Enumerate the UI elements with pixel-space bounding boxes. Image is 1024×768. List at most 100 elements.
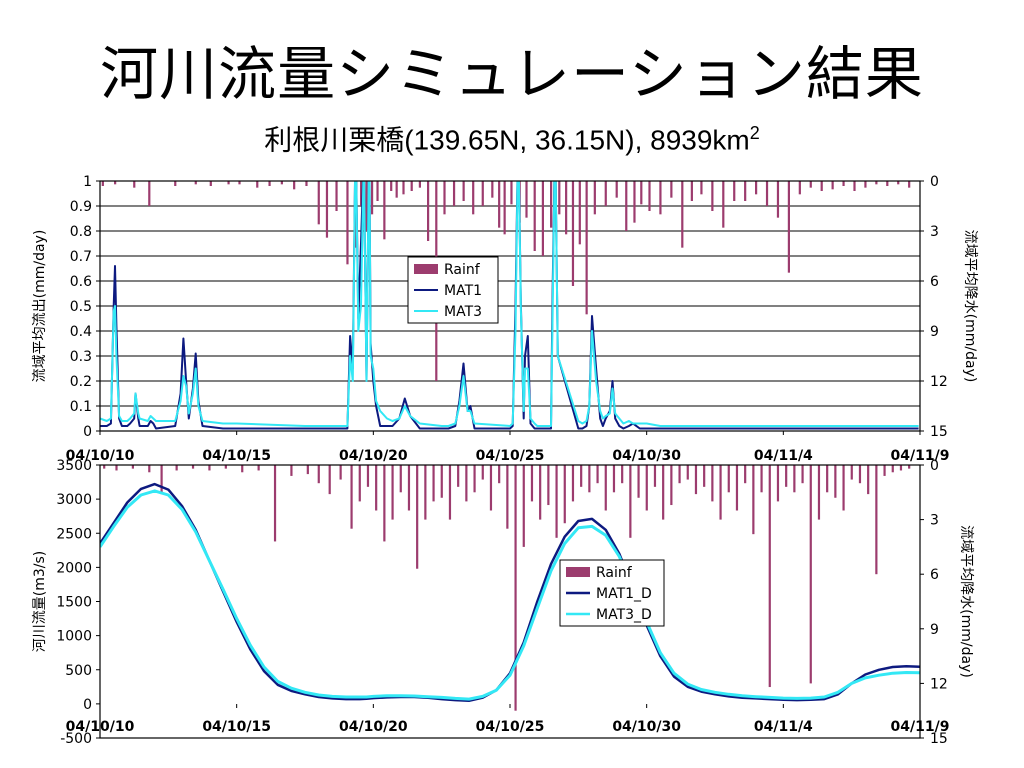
rainf-bar bbox=[317, 465, 320, 484]
rainf-bar bbox=[339, 465, 342, 480]
rainf-bar bbox=[801, 465, 804, 484]
rainf-bar bbox=[640, 181, 643, 205]
rainf-bar bbox=[131, 465, 134, 469]
legend-label: Rainf bbox=[444, 262, 481, 278]
rainf-bar bbox=[530, 465, 534, 502]
rainf-bar bbox=[550, 181, 553, 228]
rainf-bar bbox=[615, 181, 618, 198]
rainf-bar bbox=[317, 181, 320, 225]
rainf-bar bbox=[257, 465, 260, 471]
rainf-bar bbox=[908, 465, 911, 469]
rainf-bar bbox=[358, 465, 361, 502]
rainf-bar bbox=[306, 465, 309, 475]
y-tick-label: 0.7 bbox=[70, 249, 92, 265]
rainf-bar bbox=[711, 181, 714, 211]
x-tick-label: 04/10/25 bbox=[476, 719, 545, 735]
rainf-bar bbox=[160, 465, 163, 495]
rainf-bar bbox=[809, 181, 812, 188]
x-tick-label: 04/10/15 bbox=[202, 719, 271, 735]
y-tick-label: 1000 bbox=[56, 629, 92, 645]
rainf-bar bbox=[365, 181, 368, 231]
rainf-bar bbox=[541, 181, 544, 256]
rainf-bar bbox=[690, 181, 693, 201]
legend: Rainf MAT1_D MAT3_D bbox=[559, 559, 665, 627]
rainf-bar bbox=[558, 181, 561, 215]
y-tick-label: 1 bbox=[83, 174, 92, 190]
rainf-bar bbox=[760, 465, 763, 493]
rainf-bar bbox=[787, 181, 790, 273]
rainf-bar bbox=[498, 181, 501, 228]
rainf-bar bbox=[350, 465, 353, 529]
legend-label: MAT1_D bbox=[596, 586, 652, 602]
rainf-bar bbox=[473, 465, 476, 493]
rainf-bar bbox=[208, 465, 211, 471]
rainf-bar bbox=[571, 465, 575, 502]
rainf-bar bbox=[565, 181, 568, 235]
y-tick-label: 0.2 bbox=[70, 374, 92, 390]
rainf-bar bbox=[834, 465, 837, 498]
x-tick-label: 04/11/9 bbox=[891, 719, 950, 735]
rainf-bar bbox=[465, 465, 468, 502]
y-tick-label: 0.3 bbox=[70, 349, 92, 365]
x-tick-label: 04/10/25 bbox=[476, 448, 545, 464]
rainf-bar bbox=[305, 181, 308, 186]
rainf-bar bbox=[809, 465, 812, 684]
y-tick-label: 0.5 bbox=[70, 299, 92, 315]
series-lines bbox=[100, 181, 919, 430]
rainf-bar bbox=[399, 465, 402, 493]
rainf-bar bbox=[325, 181, 329, 238]
rainf-bar bbox=[585, 181, 588, 315]
rainf-bar bbox=[440, 465, 443, 498]
rainf-bar bbox=[114, 181, 117, 185]
rainf-bar bbox=[820, 181, 823, 191]
y2-axis-label: 流域平均降水(mm/day) bbox=[962, 230, 978, 383]
rainf-bar bbox=[293, 181, 296, 190]
slide-title: 河川流量シミュレーション結果 bbox=[100, 40, 924, 108]
rainf-bars bbox=[101, 181, 911, 381]
rainf-bar bbox=[238, 181, 241, 185]
subtitle-text: 利根川栗橋(139.65N, 36.15N), 8939km bbox=[264, 124, 750, 156]
y-tick-label: 3500 bbox=[56, 458, 92, 474]
rainf-bar bbox=[842, 181, 845, 186]
rainf-bar bbox=[776, 465, 780, 502]
series-lines bbox=[100, 482, 920, 703]
rainf-bar bbox=[472, 181, 475, 215]
x-tick-label: 04/11/4 bbox=[754, 719, 813, 735]
mat3-line bbox=[100, 489, 920, 701]
rainf-bar bbox=[593, 181, 596, 215]
rainf-bar bbox=[625, 181, 628, 231]
rainf-bar bbox=[670, 465, 673, 506]
rainf-bar bbox=[448, 465, 452, 520]
rainf-bar bbox=[694, 465, 698, 495]
rainf-bar bbox=[280, 181, 283, 185]
y-tick-label: -500 bbox=[60, 731, 92, 747]
rainf-bar bbox=[755, 181, 758, 195]
rainf-bar bbox=[765, 181, 769, 206]
rainf-bar bbox=[711, 465, 714, 502]
rainf-bar bbox=[897, 181, 900, 185]
y-tick-label: 0.8 bbox=[70, 224, 92, 240]
rainf-bar bbox=[452, 181, 456, 206]
rainf-bar bbox=[596, 465, 599, 484]
rainf-bar bbox=[629, 465, 632, 538]
rainf-bar bbox=[850, 465, 853, 480]
y-axis-label: 河川流量(m3/s) bbox=[32, 551, 48, 652]
y-tick-label: 0 bbox=[83, 697, 92, 713]
rainf-bar bbox=[133, 181, 136, 188]
y2-axis-label: 流域平均降水(mm/day) bbox=[958, 525, 974, 678]
rainf-bar bbox=[395, 181, 398, 198]
rainf-bar bbox=[547, 465, 550, 506]
y-tick-label: 0.1 bbox=[70, 399, 92, 415]
rainf-bar bbox=[700, 181, 703, 195]
y2-tick-label: 0 bbox=[930, 458, 939, 474]
y-tick-label: 0 bbox=[83, 424, 92, 440]
rainf-bar bbox=[390, 181, 393, 191]
rainf-bar bbox=[489, 465, 493, 511]
rainf-bar bbox=[443, 181, 446, 215]
rainf-bar bbox=[571, 181, 575, 286]
rainf-bar bbox=[798, 181, 801, 195]
x-tick-label: 04/10/30 bbox=[612, 448, 681, 464]
y2-tick-label: 12 bbox=[930, 374, 948, 390]
rainf-bar bbox=[383, 465, 386, 542]
